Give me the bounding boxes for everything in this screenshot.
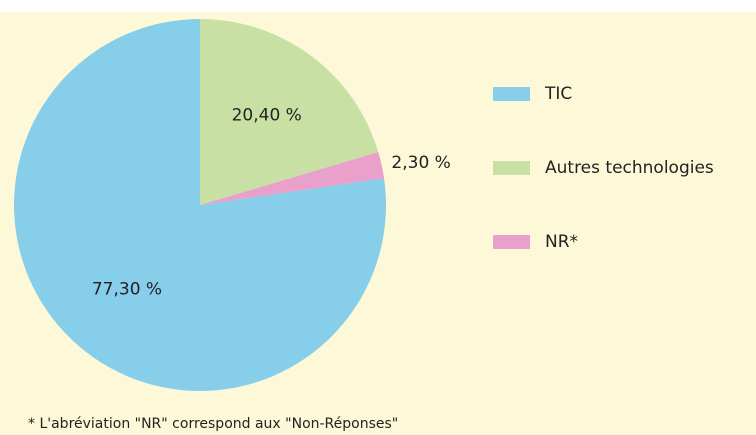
data-label: 2,30 %	[391, 153, 450, 173]
legend-swatch	[493, 161, 530, 175]
legend-label: TIC	[544, 84, 572, 104]
footnote: * L'abréviation "NR" correspond aux "Non…	[28, 416, 398, 432]
legend-label: Autres technologies	[545, 158, 714, 178]
legend-label: NR*	[545, 232, 578, 252]
pie-slice	[200, 151, 385, 205]
data-label: 20,40 %	[232, 106, 302, 126]
data-label: 77,30 %	[92, 279, 162, 299]
pie-slice	[200, 19, 379, 205]
legend-swatch	[493, 235, 530, 249]
legend-swatch	[493, 87, 530, 101]
